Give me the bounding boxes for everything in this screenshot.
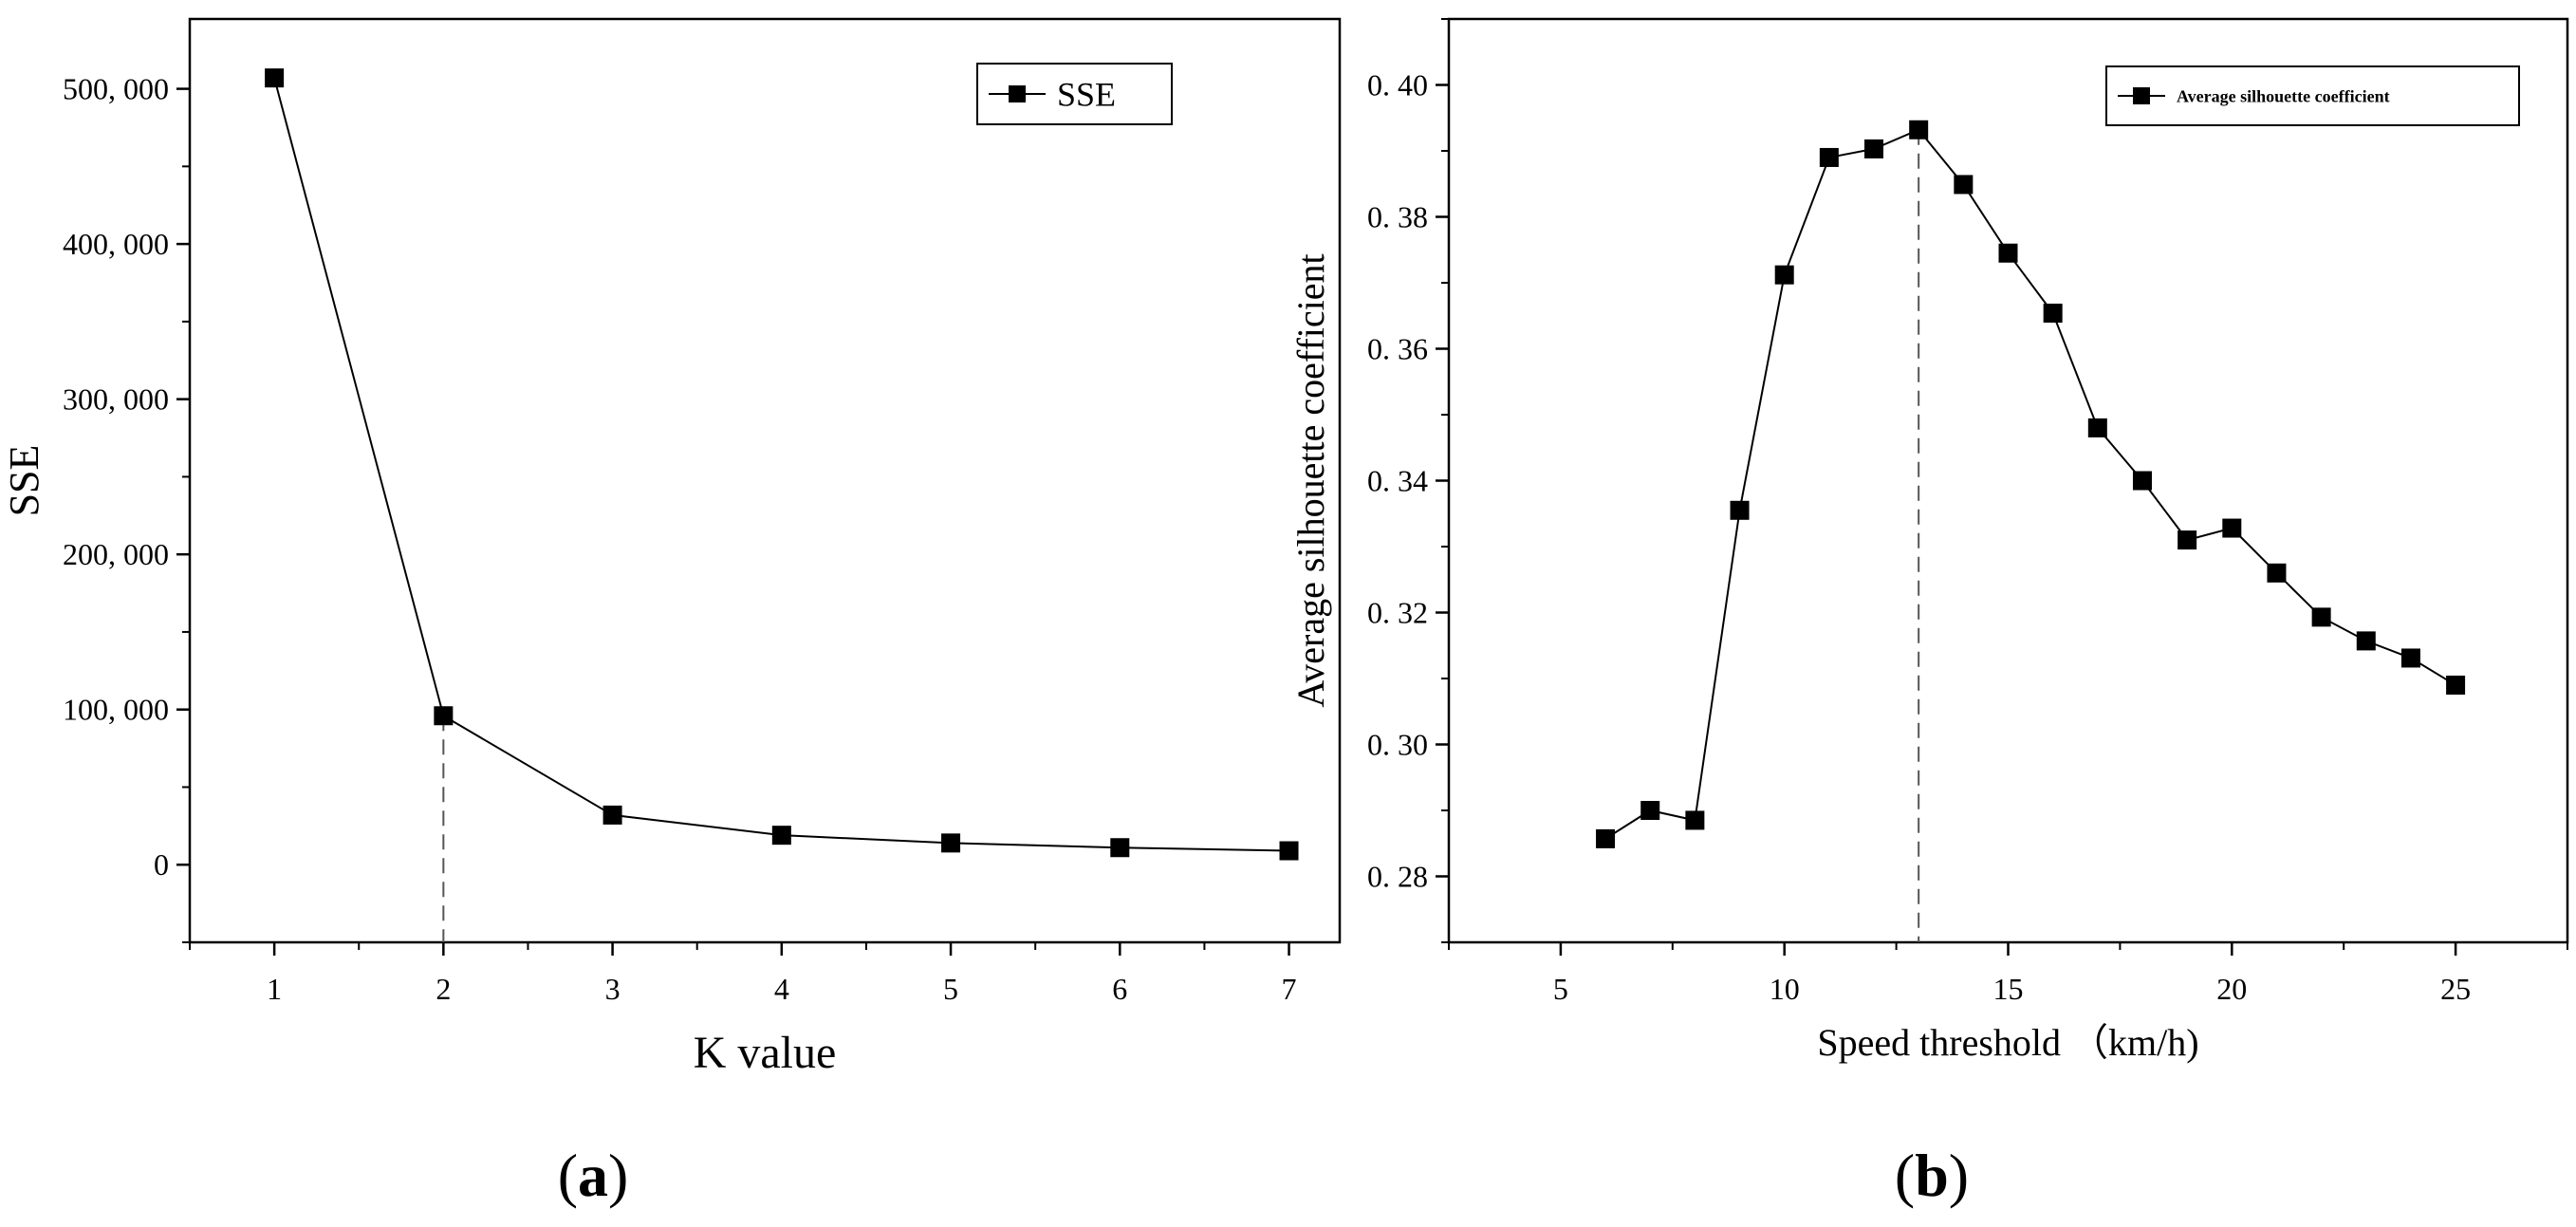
y-tick-label: 500, 000 [63,72,169,106]
y-tick-label: 300, 000 [63,382,169,417]
data-point-marker [1110,838,1130,858]
data-point-marker [602,805,622,825]
data-point-marker [2356,631,2376,651]
data-point-marker [1596,828,1616,848]
legend-label: SSE [1057,76,1116,114]
data-point-marker [941,833,961,853]
data-point-marker [1819,147,1839,167]
plot-frame [188,17,1342,944]
panel-label-letter: a [578,1142,608,1209]
y-axis-title: Average silhouette coefficient [1289,253,1332,707]
y-tick-label: 0. 38 [1367,200,1428,234]
data-point-marker [1685,810,1705,830]
data-point-marker [2311,607,2331,627]
panel-label: (b) [1895,1142,1969,1209]
y-tick-label: 0. 28 [1367,860,1428,894]
x-tick-label: 2 [436,972,451,1006]
panel-label-close-paren: ) [608,1142,628,1209]
data-point-marker [2400,648,2420,668]
panel-label-open-paren: ( [1895,1142,1915,1209]
y-tick-label: 0. 36 [1367,332,1428,366]
y-axis-ticks: 0 100, 000 200, 000 300, 000 400, 000 500, 00… [63,72,190,943]
data-point-marker [1864,139,1884,158]
x-axis-title: Speed threshold （km/h) [1817,1021,2198,1064]
data-point-marker [2043,303,2063,323]
data-point-marker [2222,518,2242,538]
x-tick-label: 4 [774,972,789,1006]
x-tick-label: 10 [1770,972,1800,1006]
x-tick-label: 7 [1282,972,1297,1006]
y-tick-label: 200, 000 [63,537,169,571]
panel-label-open-paren: ( [558,1142,578,1209]
data-point-marker [1640,801,1660,820]
panel-label: (a) [558,1142,629,1209]
chart-panel-b: 5 10 15 20 250. 280. 300. 320. 340. 360. 380… [1289,17,2569,1209]
y-tick-label: 0. 32 [1367,596,1428,630]
legend: SSE [976,63,1173,125]
legend-label: Average silhouette coefficient [2177,86,2390,105]
data-point-marker [1279,841,1299,861]
data-point-marker [434,706,454,726]
series-0 [265,68,1299,861]
data-point-marker [1909,120,1929,139]
plot-frame [1447,17,2569,944]
legend-marker [2133,87,2150,104]
legend-box [2105,65,2520,126]
series-0 [1596,120,2466,848]
x-tick-label: 3 [605,972,621,1006]
y-tick-label: 400, 000 [63,227,169,261]
panel-label-letter: b [1915,1142,1949,1209]
x-tick-label: 15 [1993,972,2024,1006]
x-tick-label: 5 [1553,972,1568,1006]
chart-panel-a: 1 2 3 4 5 6 7 0 100, 000 200, 000 300, 000 400, 000… [1,17,1342,1209]
series-line [1604,128,2456,840]
y-tick-label: 0 [154,847,169,882]
x-tick-label: 5 [943,972,958,1006]
x-axis-ticks: 5 10 15 20 25 [1448,942,2568,1006]
data-point-marker [2446,675,2466,695]
data-point-marker [771,826,791,846]
series-line [273,77,1289,852]
data-point-marker [1774,265,1794,285]
y-axis-ticks: 0. 28 0. 30 0. 32 0. 34 0. 36 0. 38 0. 40 [1367,18,1449,943]
x-tick-label: 25 [2440,972,2471,1006]
data-point-marker [1730,500,1750,520]
x-tick-label: 20 [2216,972,2247,1006]
x-tick-label: 6 [1112,972,1127,1006]
panel-label-close-paren: ) [1949,1142,1969,1209]
x-tick-label: 1 [267,972,282,1006]
data-point-marker [1954,175,1974,195]
data-point-marker [1998,243,2018,263]
y-axis-title: SSE [1,445,47,517]
data-point-marker [2132,471,2152,491]
y-tick-label: 0. 34 [1367,464,1428,498]
x-axis-ticks: 1 2 3 4 5 6 7 [189,942,1297,1006]
data-point-marker [265,68,285,88]
legend: Average silhouette coefficient [2105,65,2520,126]
y-tick-label: 0. 40 [1367,68,1428,102]
data-point-marker [2087,418,2107,437]
data-point-marker [2267,563,2287,583]
data-point-marker [2178,530,2197,550]
y-tick-label: 0. 30 [1367,728,1428,762]
y-tick-label: 100, 000 [63,693,169,727]
x-axis-title: K value [694,1028,837,1078]
legend-marker [1009,85,1026,102]
